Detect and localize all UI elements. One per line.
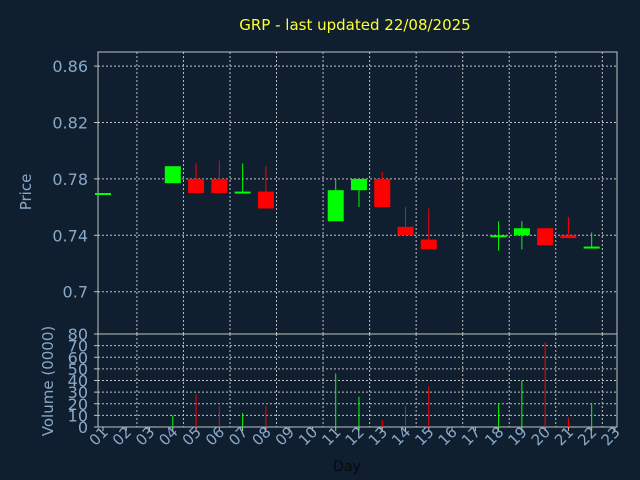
price-tick-label: 0.78 [52,170,88,189]
candle-body [211,178,228,193]
price-tick-label: 0.86 [52,57,88,76]
candle-body [350,178,367,191]
x-axis-day-labels: 0102030405060708091011121314151617181920… [86,423,624,449]
volume-tick-label: 70 [68,337,88,356]
volume-tick-label: 80 [68,325,88,344]
volume-grid [98,334,617,427]
x-axis-title: Day [333,459,361,475]
price-grid [98,52,617,334]
candle-body [420,239,437,250]
volume-bars [172,342,593,427]
candle-body [560,235,577,239]
candle-body [490,235,507,238]
candle-body [188,178,205,193]
candlestick-series [95,160,600,251]
candle-body [374,178,391,208]
candle-body [164,166,181,184]
price-tick-label: 0.74 [52,226,88,245]
candle-body [397,226,414,236]
candle-body [257,191,274,209]
candle-body [537,228,554,246]
candle-body [95,193,111,195]
price-tick-label: 0.82 [52,114,88,133]
volume-tick-label: 10 [68,406,88,425]
candle-body [327,190,344,222]
price-axis-title: Price [17,174,35,211]
volume-tick-label: 30 [68,383,88,402]
price-panel: 0.86 0.82 0.78 0.74 0.7 Price [17,51,618,335]
candle-body [513,228,530,236]
volume-tick-label: 20 [68,395,88,414]
price-y-ticks: 0.86 0.82 0.78 0.74 0.7 [52,57,98,302]
volume-tick-label: 40 [68,372,88,391]
volume-tick-label: 0 [78,418,88,437]
candle-body [583,246,600,249]
price-tick-label: 0.7 [63,283,88,302]
chart-title: GRP - last updated 22/08/2025 [239,16,470,34]
volume-axis-title: Volume (0000) [39,326,57,436]
volume-tick-label: 60 [68,348,88,367]
volume-tick-label: 50 [68,360,88,379]
candle-body [234,191,251,194]
